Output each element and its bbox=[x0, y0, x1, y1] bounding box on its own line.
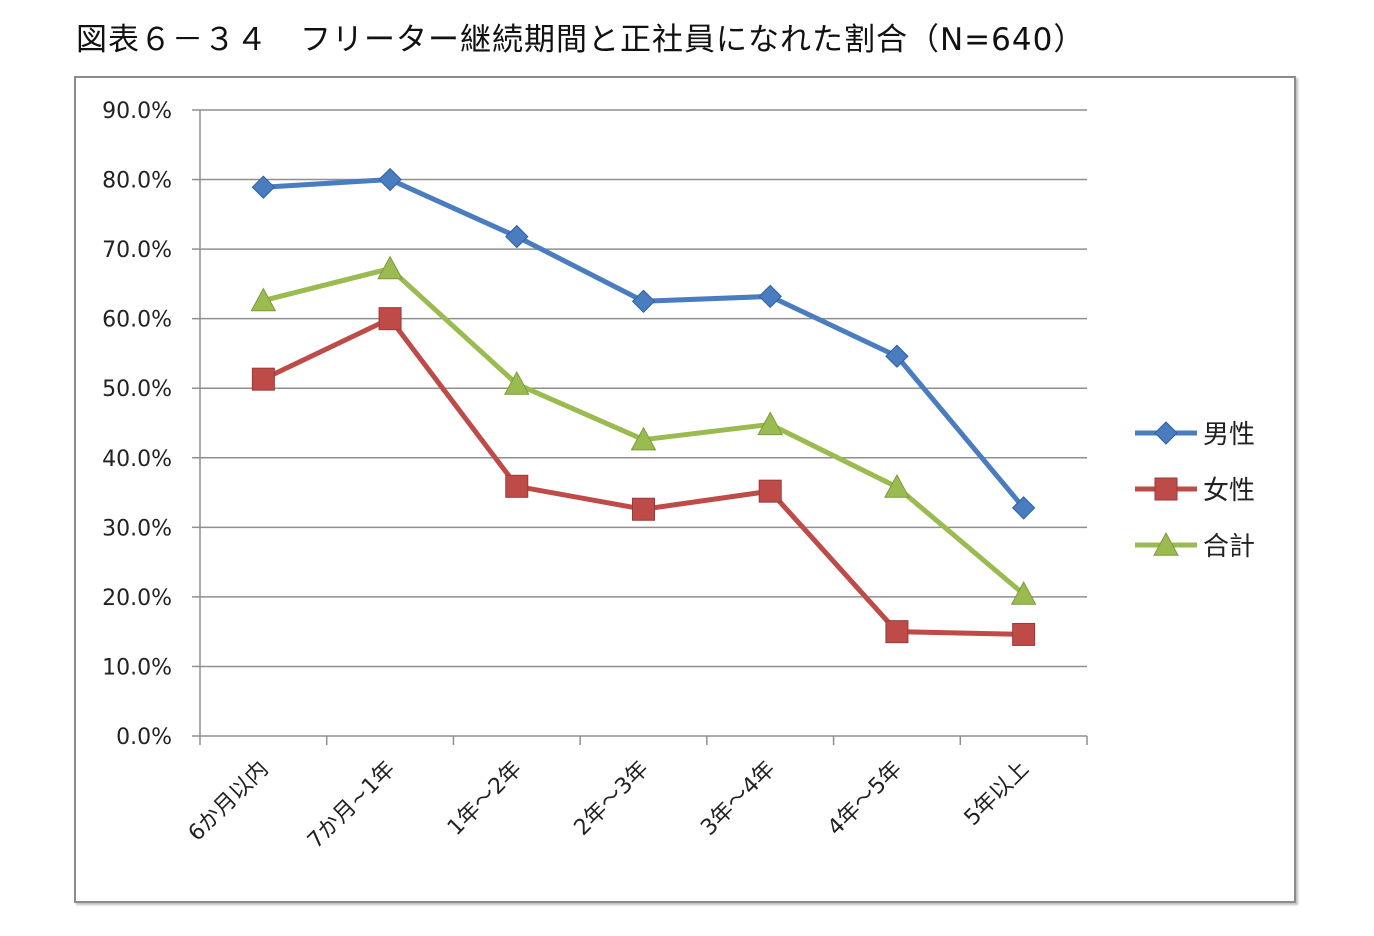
data-point-series-2 bbox=[632, 497, 655, 521]
data-point-series-1 bbox=[251, 175, 276, 199]
data-point-series-3 bbox=[377, 255, 403, 280]
data-point-series-2 bbox=[378, 307, 402, 331]
data-point-series-1 bbox=[631, 289, 656, 313]
y-tick-label: 90.0% bbox=[102, 99, 172, 124]
data-point-series-1 bbox=[505, 224, 529, 249]
data-point-series-1 bbox=[885, 344, 909, 368]
y-tick-label: 20.0% bbox=[102, 586, 172, 611]
data-point-series-3 bbox=[503, 370, 530, 395]
y-tick-label: 10.0% bbox=[102, 655, 172, 680]
legend-marker bbox=[1153, 531, 1179, 556]
data-point-series-2 bbox=[1012, 622, 1036, 646]
legend-marker bbox=[1154, 421, 1178, 445]
x-category-label: 1年～2年 bbox=[443, 757, 527, 841]
x-category-label: 4年～5年 bbox=[823, 757, 907, 841]
y-tick-label: 30.0% bbox=[102, 516, 172, 541]
y-tick-label: 80.0% bbox=[102, 169, 172, 194]
data-point-series-3 bbox=[757, 411, 784, 436]
legend-label: 女性 bbox=[1203, 476, 1255, 506]
data-point-series-3 bbox=[250, 287, 277, 312]
y-tick-label: 50.0% bbox=[102, 377, 172, 402]
y-tick-label: 70.0% bbox=[102, 238, 172, 263]
data-point-series-1 bbox=[758, 284, 782, 309]
series-line-1 bbox=[263, 177, 1026, 510]
legend-marker bbox=[1154, 477, 1178, 501]
data-point-series-1 bbox=[1011, 496, 1036, 520]
x-category-label: 3年～4年 bbox=[696, 757, 780, 841]
x-category-label: 6か月以内 bbox=[184, 757, 274, 847]
data-point-series-3 bbox=[884, 473, 910, 498]
legend-label: 合計 bbox=[1203, 532, 1255, 562]
data-point-series-2 bbox=[251, 367, 275, 391]
series-line-2 bbox=[262, 316, 1024, 637]
data-point-series-2 bbox=[758, 479, 782, 503]
x-category-label: 2年～3年 bbox=[570, 757, 654, 841]
y-tick-label: 0.0% bbox=[116, 725, 172, 750]
legend-label: 男性 bbox=[1203, 420, 1255, 450]
x-category-label: 7か月~1年 bbox=[303, 757, 400, 854]
data-point-series-3 bbox=[630, 426, 657, 451]
y-tick-label: 40.0% bbox=[102, 447, 172, 472]
data-point-series-1 bbox=[378, 167, 402, 192]
data-point-series-3 bbox=[1010, 581, 1037, 605]
data-point-series-2 bbox=[885, 620, 909, 644]
chart-frame bbox=[74, 76, 1296, 903]
page-title: 図表６－３４ フリーター継続期間と正社員になれた割合（N=640） bbox=[76, 22, 1086, 58]
x-category-label: 5年以上 bbox=[960, 757, 1034, 831]
y-tick-label: 60.0% bbox=[102, 308, 172, 333]
data-point-series-2 bbox=[505, 474, 529, 498]
